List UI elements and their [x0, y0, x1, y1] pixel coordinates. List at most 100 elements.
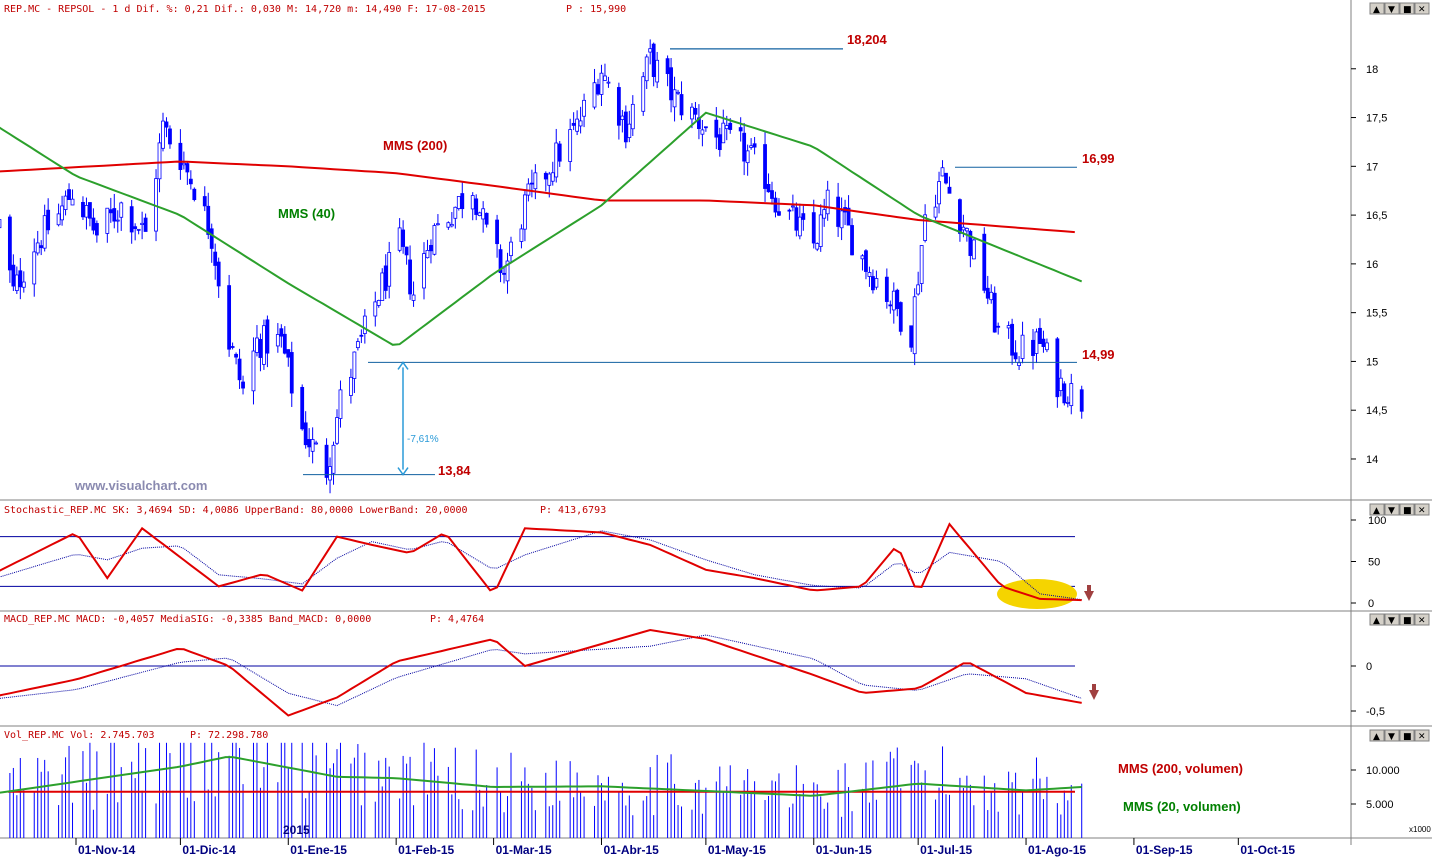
support-label: 14,99: [1082, 347, 1115, 362]
candle-body: [282, 333, 287, 354]
candle-body: [470, 195, 475, 210]
candle-body: [7, 216, 12, 271]
maximize-icon[interactable]: ■: [1403, 5, 1412, 15]
candle-body: [362, 315, 367, 334]
candle-body: [265, 319, 270, 354]
arrow-up-icon[interactable]: ▲: [1373, 506, 1380, 516]
candle-body: [818, 214, 823, 247]
candle-body: [436, 223, 440, 226]
candle-body: [592, 82, 597, 108]
macd-panel-controls[interactable]: ▲ ▼ ■ ✕: [1369, 613, 1430, 626]
candle-body: [616, 87, 621, 126]
candle-body: [46, 209, 51, 231]
x-tick-label: 01-May-15: [708, 843, 766, 857]
candle-body: [1020, 334, 1025, 359]
candle-body: [679, 94, 684, 116]
candle-body: [307, 439, 312, 448]
arrow-down-icon[interactable]: ▼: [1388, 732, 1395, 742]
candle-body: [380, 272, 385, 301]
candle-body: [1058, 377, 1063, 391]
candle-body: [641, 76, 646, 112]
low-label: 13,84: [438, 463, 471, 478]
arrow-down-icon[interactable]: ▼: [1388, 506, 1395, 516]
arrow-up-icon[interactable]: ▲: [1373, 616, 1380, 626]
candle-body: [484, 212, 489, 225]
candle-body: [1006, 325, 1011, 329]
candle-body: [651, 43, 656, 77]
candle-body: [1055, 338, 1060, 398]
candle-body: [985, 287, 990, 299]
macd-header: MACD_REP.MC MACD: -0,4057 MediaSIG: -0,3…: [4, 614, 371, 625]
close-icon[interactable]: ✕: [1418, 506, 1426, 516]
candle-body: [425, 250, 430, 259]
candle-body: [1045, 342, 1049, 351]
candle-body: [787, 209, 792, 212]
candle-body: [255, 337, 259, 353]
candle-body: [91, 217, 96, 231]
candle-body: [129, 206, 134, 233]
candle-body: [1041, 338, 1046, 347]
vol-unit-label: x1000: [1409, 825, 1431, 834]
maximize-icon[interactable]: ■: [1403, 616, 1412, 626]
arrow-down-icon[interactable]: ▼: [1388, 616, 1395, 626]
candle-body: [672, 89, 677, 108]
candle-body: [898, 302, 903, 332]
candle-body: [331, 444, 336, 474]
candle-body: [836, 196, 841, 227]
candle-body: [717, 134, 722, 151]
maximize-icon[interactable]: ■: [1403, 506, 1412, 516]
high-label: 18,204: [847, 32, 888, 47]
candle-body: [937, 181, 941, 205]
drop-arrow-head-up: [397, 361, 409, 370]
candle-body: [32, 251, 37, 285]
candle-body: [94, 223, 99, 236]
candle-body: [359, 334, 364, 337]
stoch-panel-controls[interactable]: ▲ ▼ ■ ✕: [1369, 503, 1430, 516]
candle-body: [989, 291, 994, 301]
candle-body: [39, 245, 44, 249]
candle-body: [477, 212, 482, 216]
candle-body: [728, 122, 733, 130]
candle-body: [310, 439, 315, 452]
watermark: www.visualchart.com: [74, 478, 207, 493]
candle-body: [1010, 323, 1015, 356]
price-tick-label: 14: [1366, 454, 1378, 466]
candle-body: [533, 172, 538, 190]
candle-body: [523, 194, 527, 230]
candle-body: [168, 128, 172, 145]
candle-body: [665, 58, 670, 75]
arrow-up-icon[interactable]: ▲: [1373, 5, 1380, 15]
candle-body: [603, 75, 607, 81]
candle-body: [964, 228, 969, 232]
candle-body: [811, 212, 816, 244]
vol-panel-controls[interactable]: ▲ ▼ ■ ✕: [1369, 729, 1430, 742]
axis-layer: 14 14,5 15 15,5 16 16,5 17 17,5 18 100 50 0 0 -0,5 10.…: [75, 64, 1400, 857]
candle-body: [21, 281, 26, 288]
candle-body: [495, 219, 499, 245]
candle-body: [498, 249, 503, 274]
candle-body: [996, 325, 1001, 328]
candle-body: [770, 190, 774, 199]
candle-body: [1031, 339, 1035, 356]
candle-body: [209, 228, 214, 249]
candle-body: [596, 84, 600, 95]
close-icon[interactable]: ✕: [1418, 616, 1426, 626]
volume-panel: [0, 742, 1083, 838]
candle-body: [42, 215, 47, 249]
candle-body: [919, 245, 924, 284]
stoch-header: Stochastic_REP.MC SK: 3,4694 SD: 4,0086 …: [4, 505, 468, 516]
candle-body: [714, 119, 719, 138]
candle-body: [874, 278, 879, 288]
close-icon[interactable]: ✕: [1418, 732, 1426, 742]
close-icon[interactable]: ✕: [1418, 5, 1426, 15]
candle-body: [557, 143, 562, 162]
main-panel-controls[interactable]: ▲ ▼ ■ ✕: [1369, 2, 1430, 15]
candle-body: [909, 325, 914, 348]
arrow-down-icon[interactable]: ▼: [1388, 5, 1395, 15]
arrow-up-icon[interactable]: ▲: [1373, 732, 1380, 742]
candle-body: [56, 213, 61, 226]
candle-body: [627, 123, 632, 138]
maximize-icon[interactable]: ■: [1403, 732, 1412, 742]
macd-signal-line: [0, 634, 1082, 707]
